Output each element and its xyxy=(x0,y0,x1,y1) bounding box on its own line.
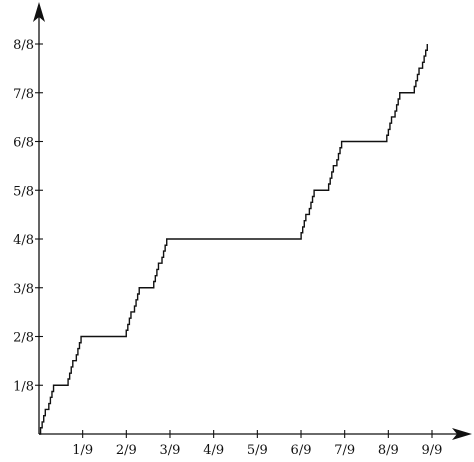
y-ticks: 1/8 2/8 3/8 4/8 5/8 6/8 7/8 8/8 xyxy=(13,38,43,394)
y-tick-label: 5/8 xyxy=(13,184,34,199)
x-tick-label: 9/9 xyxy=(422,443,443,458)
y-tick-label: 4/8 xyxy=(13,233,34,248)
x-tick-label: 8/9 xyxy=(378,443,399,458)
y-axis-arrowhead xyxy=(33,2,45,22)
x-tick-label: 7/9 xyxy=(334,443,355,458)
x-ticks: 1/9 2/9 3/9 4/9 5/9 6/9 7/9 8/9 9/9 xyxy=(72,430,442,458)
y-tick-label: 7/8 xyxy=(13,87,34,102)
series-layer xyxy=(39,44,428,435)
x-tick-label: 2/9 xyxy=(116,443,137,458)
y-tick-label: 8/8 xyxy=(13,38,34,53)
x-tick-label: 6/9 xyxy=(291,443,312,458)
x-tick-label: 5/9 xyxy=(247,443,268,458)
x-tick-label: 1/9 xyxy=(72,443,93,458)
x-axis-arrowhead xyxy=(452,428,472,440)
y-tick-label: 1/8 xyxy=(13,379,34,394)
y-tick-label: 2/8 xyxy=(13,331,34,346)
staircase-series-line xyxy=(39,44,428,435)
x-tick-label: 3/9 xyxy=(160,443,181,458)
x-tick-label: 4/9 xyxy=(203,443,224,458)
y-tick-label: 6/8 xyxy=(13,136,34,151)
axes xyxy=(33,2,472,440)
y-tick-label: 3/8 xyxy=(13,282,34,297)
